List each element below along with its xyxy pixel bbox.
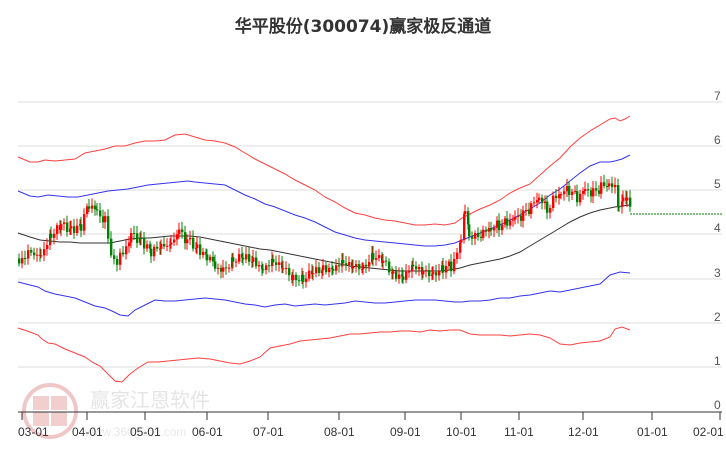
x-tick: 05-01 bbox=[130, 425, 161, 439]
y-tick: 2 bbox=[714, 310, 721, 324]
y-tick: 5 bbox=[714, 177, 721, 191]
x-tick: 10-01 bbox=[446, 425, 477, 439]
chart-title: 华平股份(300074)赢家极反通道 bbox=[234, 17, 492, 37]
middle-line bbox=[17, 204, 631, 272]
watermark-url: www.360gann.com bbox=[84, 425, 186, 439]
watermark: 赢家江恩软件 www.360gann.com bbox=[22, 383, 210, 439]
y-tick: 6 bbox=[714, 133, 721, 147]
x-tick: 04-01 bbox=[72, 425, 103, 439]
y-tick: 0 bbox=[714, 398, 721, 412]
y-tick: 3 bbox=[714, 266, 721, 280]
lower-inner-band bbox=[17, 271, 631, 317]
x-tick: 07-01 bbox=[253, 425, 284, 439]
x-tick: 06-01 bbox=[192, 425, 223, 439]
x-tick: 03-01 bbox=[18, 425, 49, 439]
y-tick: 7 bbox=[714, 89, 721, 103]
gridlines bbox=[18, 101, 722, 368]
watermark-brand: 赢家江恩软件 bbox=[90, 388, 210, 412]
upper-inner-band bbox=[17, 154, 631, 247]
upper-outer-band bbox=[17, 115, 631, 226]
x-tick: 11-01 bbox=[504, 425, 534, 439]
x-tick: 09-01 bbox=[390, 425, 421, 439]
x-tick: 02-01 bbox=[693, 425, 724, 439]
y-axis: 7 6 5 4 3 2 1 0 bbox=[714, 89, 721, 412]
lower-outer-band bbox=[17, 326, 631, 383]
x-tick: 12-01 bbox=[568, 425, 599, 439]
x-tick: 08-01 bbox=[324, 425, 355, 439]
x-tick: 01-01 bbox=[637, 425, 668, 439]
y-tick: 1 bbox=[714, 354, 721, 368]
y-tick: 4 bbox=[714, 221, 721, 235]
candlesticks bbox=[18, 174, 632, 289]
x-axis: 03-01 04-01 05-01 06-01 07-01 08-01 09-0… bbox=[18, 411, 724, 439]
